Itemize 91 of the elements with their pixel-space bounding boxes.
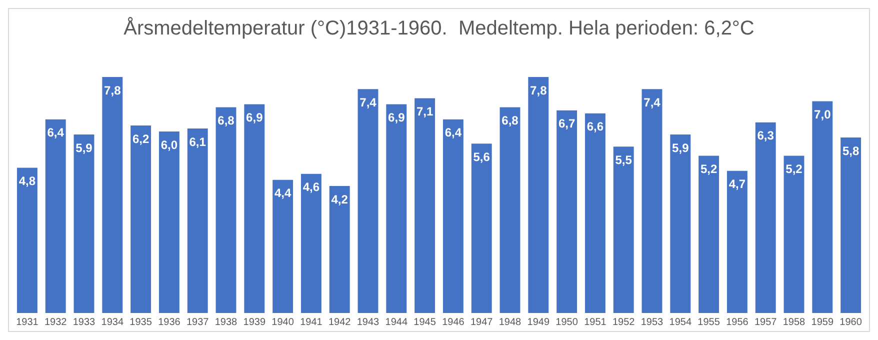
- x-tick-label: 1932: [44, 316, 68, 328]
- bar: [442, 119, 464, 313]
- data-label: 5,2: [786, 162, 803, 176]
- x-tick-label: 1952: [612, 316, 636, 328]
- bar: [158, 132, 180, 313]
- x-tick-label: 1942: [328, 316, 352, 328]
- bar: [45, 119, 66, 313]
- bar: [642, 89, 662, 313]
- data-label: 5,6: [473, 150, 490, 164]
- bar: [102, 77, 123, 313]
- bar: [500, 107, 520, 313]
- bar: [556, 110, 578, 313]
- data-label: 4,8: [18, 174, 36, 188]
- bar: [698, 156, 720, 313]
- x-tick-label: 1950: [556, 316, 578, 328]
- x-tick-label: 1959: [811, 316, 834, 328]
- x-tick-label: 1947: [470, 316, 494, 328]
- data-label: 7,0: [814, 108, 832, 122]
- x-tick-label: 1936: [158, 316, 181, 328]
- data-label: 4,7: [728, 177, 746, 192]
- bar: [784, 156, 804, 313]
- x-tick-label: 1943: [356, 316, 380, 328]
- bar: [16, 168, 38, 313]
- x-tick-label: 1944: [385, 316, 408, 328]
- data-label: 7,8: [104, 83, 122, 98]
- x-tick-label: 1949: [527, 316, 550, 328]
- x-tick-label: 1960: [840, 316, 862, 328]
- x-tick-label: 1945: [414, 316, 436, 328]
- bar: [386, 104, 407, 313]
- chart-title: Årsmedeltemperatur (°C)1931-1960. Medeltemp. Hela perioden: 6,2°C: [124, 16, 754, 40]
- x-tick-label: 1946: [442, 316, 465, 328]
- bar: [613, 146, 634, 313]
- x-tick-label: 1931: [16, 316, 39, 328]
- x-tick-label: 1951: [584, 316, 607, 328]
- bar: [358, 89, 378, 313]
- data-label: 6,4: [444, 126, 462, 140]
- data-label: 6,7: [558, 116, 576, 131]
- x-tick-label: 1934: [101, 316, 124, 328]
- x-tick-label: 1941: [300, 316, 323, 328]
- bar: [584, 113, 606, 313]
- data-label: 6,9: [246, 110, 264, 125]
- data-label: 7,8: [530, 83, 548, 98]
- data-label: 6,8: [218, 114, 235, 128]
- data-label: 7,4: [360, 95, 377, 110]
- x-tick-label: 1938: [214, 316, 238, 328]
- bar: [216, 107, 236, 313]
- data-label: 7,1: [416, 104, 434, 119]
- bar: [726, 170, 748, 313]
- data-label: 6,0: [160, 138, 178, 152]
- bar: [187, 128, 208, 313]
- x-tick-label: 1953: [640, 316, 664, 328]
- data-label: 6,2: [132, 132, 150, 146]
- bar: [812, 101, 833, 313]
- x-tick-label: 1954: [669, 316, 692, 328]
- bar: [471, 144, 492, 313]
- data-label: 5,5: [615, 152, 632, 167]
- x-tick-label: 1956: [726, 316, 749, 328]
- data-label: 5,8: [842, 144, 860, 158]
- data-label: 6,3: [757, 128, 774, 143]
- bar: [300, 174, 322, 313]
- x-tick-label: 1957: [754, 316, 778, 328]
- bar: [414, 98, 436, 313]
- data-label: 6,9: [388, 110, 406, 125]
- data-label: 4,6: [302, 180, 320, 194]
- x-tick-label: 1939: [243, 316, 266, 328]
- x-tick-label: 1940: [272, 316, 294, 328]
- data-label: 5,9: [76, 140, 93, 155]
- data-label: 6,4: [47, 126, 64, 140]
- x-tick-label: 1948: [498, 316, 522, 328]
- x-tick-label: 1958: [782, 316, 806, 328]
- bar: [272, 180, 294, 313]
- data-label: 5,9: [672, 140, 690, 155]
- data-label: 6,6: [586, 120, 604, 134]
- bar: [528, 77, 549, 313]
- x-tick-label: 1937: [186, 316, 210, 328]
- data-label: 4,2: [331, 192, 348, 206]
- bar: [840, 138, 862, 313]
- bar: [329, 186, 350, 313]
- bar: [74, 134, 94, 313]
- x-tick-label: 1933: [72, 316, 96, 328]
- data-label: 6,1: [189, 134, 206, 149]
- x-tick-label: 1935: [130, 316, 152, 328]
- bar: [670, 134, 691, 313]
- data-label: 6,8: [502, 114, 519, 128]
- data-label: 7,4: [644, 95, 661, 110]
- data-label: 5,2: [700, 162, 718, 176]
- bar: [244, 104, 265, 313]
- bar: [130, 125, 152, 313]
- x-tick-label: 1955: [698, 316, 720, 328]
- bar: [755, 122, 776, 313]
- data-label: 4,4: [274, 186, 292, 200]
